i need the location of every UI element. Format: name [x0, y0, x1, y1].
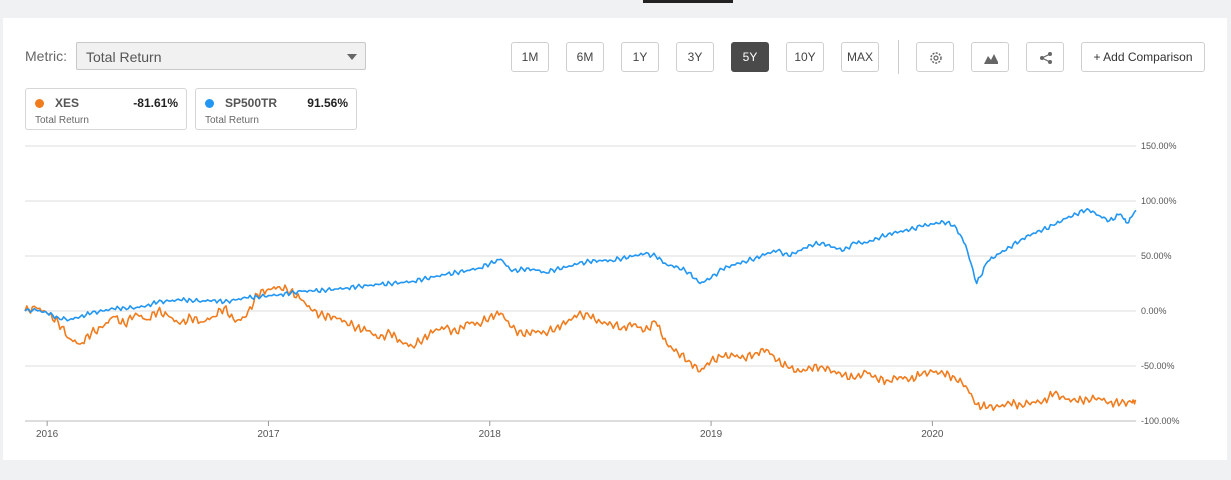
share-icon — [1040, 52, 1052, 64]
metric-selected-value: Total Return — [86, 49, 162, 65]
metric-label: Metric: — [25, 48, 67, 64]
chart-card: Metric: Total Return 1M 6M 1Y 3Y 5Y 10Y … — [3, 18, 1227, 460]
range-button-3y[interactable]: 3Y — [676, 42, 714, 72]
legend-item-sp500tr[interactable]: SP500TR 91.56% Total Return — [195, 88, 357, 130]
legend-series-name: SP500TR — [225, 96, 278, 110]
series-line-xes — [24, 284, 1137, 412]
chart-type-button[interactable] — [971, 42, 1009, 72]
range-button-1y[interactable]: 1Y — [621, 42, 659, 72]
performance-chart: 150.00% 100.00% 50.00% 0.00% -50.00% -100.00%… — [24, 141, 1180, 440]
area-chart-icon — [984, 54, 998, 64]
x-tick-label: 2018 — [479, 429, 502, 440]
x-tick-label: 2016 — [36, 429, 59, 440]
x-tick-label: 2019 — [700, 429, 723, 440]
legend-series-value: -81.61% — [133, 96, 178, 110]
legend-series-name: XES — [55, 96, 80, 110]
settings-button[interactable] — [916, 42, 954, 72]
range-button-5y[interactable]: 5Y — [731, 42, 769, 72]
metric-select[interactable]: Total Return — [76, 42, 366, 70]
bottom-strip — [0, 460, 1231, 480]
y-tick-label: 0.00% — [1141, 306, 1167, 316]
chevron-down-icon — [347, 54, 357, 60]
legend-series-metric: Total Return — [35, 115, 89, 126]
series-color-dot — [35, 99, 44, 108]
y-tick-label: -100.00% — [1141, 416, 1180, 426]
legend-series-metric: Total Return — [205, 115, 259, 126]
gear-icon — [930, 52, 942, 64]
legend-series-value: 91.56% — [307, 96, 348, 110]
series-color-dot — [205, 99, 214, 108]
x-tick-label: 2017 — [257, 429, 280, 440]
series-line-sp500tr — [24, 207, 1137, 322]
share-button[interactable] — [1026, 42, 1064, 72]
y-tick-label: 100.00% — [1141, 196, 1177, 206]
add-comparison-button[interactable]: + Add Comparison — [1081, 42, 1205, 72]
toolbar-divider — [898, 40, 899, 74]
top-strip — [0, 0, 1231, 18]
range-button-6m[interactable]: 6M — [566, 42, 604, 72]
range-button-1m[interactable]: 1M — [511, 42, 549, 72]
range-button-max[interactable]: MAX — [841, 42, 879, 72]
range-button-10y[interactable]: 10Y — [786, 42, 824, 72]
x-tick-label: 2020 — [921, 429, 944, 440]
legend-item-xes[interactable]: XES -81.61% Total Return — [25, 88, 187, 130]
y-tick-label: 50.00% — [1141, 251, 1172, 261]
y-tick-label: -50.00% — [1141, 361, 1175, 371]
active-tab-indicator — [643, 0, 733, 3]
y-tick-label: 150.00% — [1141, 141, 1177, 151]
